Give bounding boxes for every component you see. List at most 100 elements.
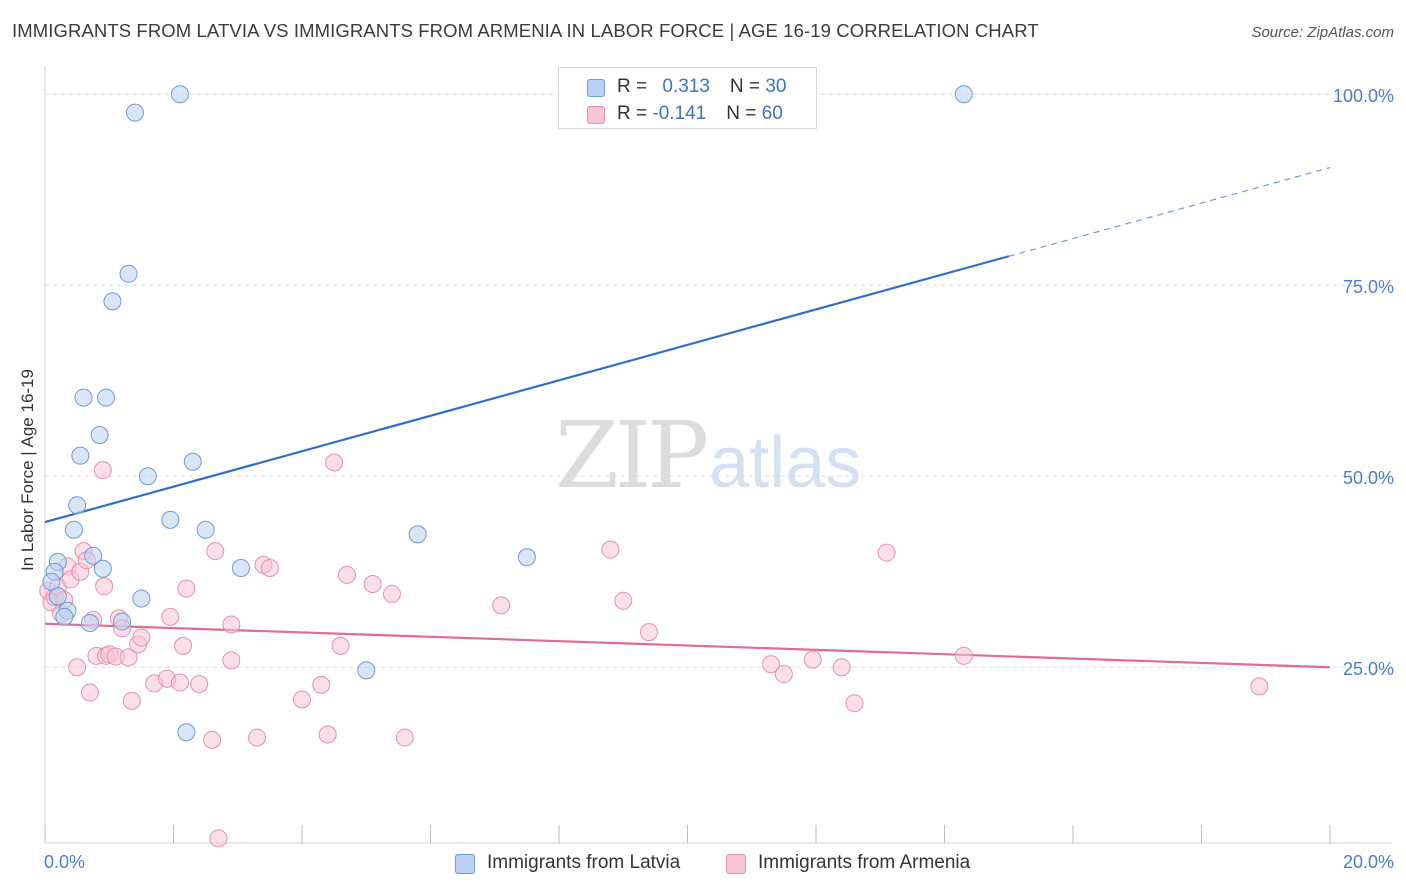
point-latvia-11	[68, 496, 87, 515]
point-armenia-60	[954, 646, 973, 665]
point-latvia-28	[113, 612, 132, 631]
point-armenia-36	[222, 615, 241, 634]
data-points	[39, 85, 1269, 848]
point-latvia-10	[138, 467, 157, 486]
point-latvia-26	[55, 607, 74, 626]
point-armenia-40	[260, 558, 279, 577]
point-armenia-55	[774, 665, 793, 684]
point-latvia-1	[125, 103, 144, 122]
point-armenia-15	[93, 461, 112, 480]
point-armenia-8	[68, 658, 87, 677]
point-armenia-45	[331, 636, 350, 655]
bottom-legend-label-armenia: Immigrants from Armenia	[758, 852, 971, 873]
point-armenia-35	[209, 829, 228, 848]
point-armenia-47	[363, 575, 382, 594]
legend-swatch-latvia	[587, 79, 605, 97]
point-armenia-30	[174, 636, 193, 655]
watermark-atlas: atlas	[709, 423, 862, 503]
legend-r-value-latvia: 0.313	[662, 76, 710, 97]
legend-swatch-armenia	[587, 106, 605, 124]
point-armenia-59	[877, 543, 896, 562]
point-armenia-43	[318, 725, 337, 744]
y-axis-label: In Labor Force | Age 16-19	[18, 369, 37, 571]
point-latvia-3	[119, 264, 138, 283]
point-latvia-14	[196, 520, 215, 539]
legend-n-label-latvia: N =	[729, 76, 766, 97]
point-armenia-57	[832, 658, 851, 677]
point-armenia-37	[222, 651, 241, 670]
y-tick-label-100: 100.0%	[1332, 86, 1394, 106]
legend-n-label-armenia: N =	[726, 103, 762, 124]
axes	[44, 66, 1392, 844]
point-armenia-44	[325, 453, 344, 472]
watermark: ZIPatlas	[555, 402, 861, 509]
point-latvia-29	[357, 661, 376, 680]
point-latvia-30	[177, 723, 196, 742]
y-tick-label-50: 50.0%	[1342, 468, 1394, 488]
point-latvia-13	[64, 520, 83, 539]
bottom-legend-swatch-armenia	[726, 854, 746, 874]
point-latvia-4	[103, 292, 122, 311]
trend-lines	[44, 167, 1331, 669]
trend-line-latvia-extension	[1008, 167, 1331, 257]
point-armenia-51	[601, 540, 620, 559]
point-armenia-22	[119, 648, 138, 667]
legend-r-label-latvia: R =	[617, 76, 653, 97]
point-armenia-34	[206, 542, 225, 561]
point-armenia-31	[177, 579, 196, 598]
point-latvia-16	[517, 548, 536, 567]
point-armenia-38	[248, 728, 267, 747]
x-tick-label-max: 20.0%	[1342, 852, 1394, 872]
point-latvia-27	[80, 613, 99, 632]
point-latvia-12	[161, 510, 180, 529]
point-latvia-6	[97, 388, 116, 407]
point-armenia-56	[803, 650, 822, 669]
point-armenia-58	[845, 694, 864, 713]
point-armenia-25	[132, 628, 151, 647]
point-latvia-19	[231, 558, 250, 577]
point-latvia-5	[74, 388, 93, 407]
point-armenia-12	[80, 683, 99, 702]
point-latvia-8	[71, 446, 90, 465]
point-armenia-32	[190, 675, 209, 694]
y-tick-label-25: 25.0%	[1342, 659, 1394, 679]
legend-r-label-armenia: R =	[617, 103, 653, 124]
bottom-legend-swatch-latvia	[455, 854, 475, 874]
chart-title: IMMIGRANTS FROM LATVIA VS IMMIGRANTS FRO…	[12, 20, 1039, 41]
source-label: Source: ZipAtlas.com	[1251, 24, 1394, 41]
y-tick-label-75: 75.0%	[1342, 277, 1394, 297]
point-armenia-49	[395, 728, 414, 747]
legend-n-value-latvia: 30	[765, 76, 787, 97]
point-armenia-42	[312, 675, 331, 694]
point-latvia-7	[90, 426, 109, 445]
point-armenia-50	[492, 596, 511, 615]
correlation-legend: R = 0.313 N = 30 R = -0.141 N = 60	[558, 67, 817, 129]
point-armenia-53	[639, 623, 658, 642]
point-armenia-28	[161, 607, 180, 626]
point-armenia-61	[1250, 677, 1269, 696]
legend-r-value-armenia: -0.141	[652, 103, 707, 124]
point-armenia-23	[122, 691, 141, 710]
point-latvia-0	[170, 85, 189, 104]
point-latvia-23	[48, 587, 67, 606]
watermark-zip: ZIP	[555, 402, 709, 509]
grid-lines	[45, 93, 1392, 668]
point-armenia-41	[293, 690, 311, 709]
legend-text-armenia: R = -0.141 N = 60	[617, 103, 783, 125]
point-latvia-24	[132, 589, 151, 608]
point-latvia-9	[183, 452, 202, 471]
bottom-legend-label-latvia: Immigrants from Latvia	[487, 852, 681, 873]
x-tick-label-min: 0.0%	[44, 852, 86, 872]
legend-n-value-armenia: 60	[761, 103, 783, 124]
point-armenia-48	[382, 584, 401, 603]
point-latvia-20	[93, 559, 112, 578]
trend-line-armenia	[44, 622, 1331, 669]
point-latvia-18	[84, 546, 103, 565]
point-armenia-16	[95, 577, 114, 596]
point-latvia-2	[954, 85, 973, 104]
trend-line-latvia	[44, 255, 1010, 524]
point-armenia-54	[762, 655, 781, 674]
point-armenia-46	[337, 565, 356, 584]
legend-text-latvia: R = 0.313 N = 30	[617, 76, 786, 98]
